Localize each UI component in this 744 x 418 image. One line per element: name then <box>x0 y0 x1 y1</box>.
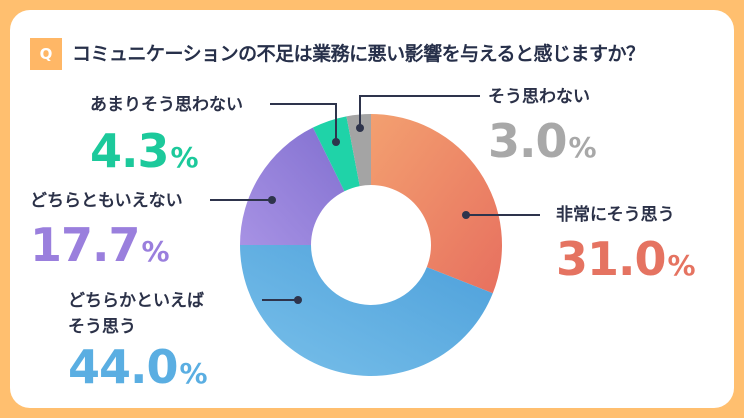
donut-slice-3 <box>312 116 360 192</box>
slice-label-1: どちらかといえば そう思う <box>68 291 204 337</box>
slice-label-0: 非常にそう思う <box>556 205 675 225</box>
slice-value-3: 4.3% <box>90 124 199 178</box>
slice-value-4: 3.0% <box>488 114 597 168</box>
page-title: コミュニケーションの不足は業務に悪い影響を与えると感じますか？ <box>72 43 645 65</box>
donut-slice-4 <box>346 114 371 187</box>
leader-dot-3 <box>332 138 340 146</box>
slice-value-1: 44.0% <box>68 340 208 394</box>
leader-dot-2 <box>268 196 276 204</box>
leader-dot-0 <box>462 211 470 219</box>
leader-line-4 <box>359 95 480 128</box>
donut-slice-2 <box>240 127 345 245</box>
leader-dot-4 <box>356 124 364 132</box>
slice-value-0: 31.0% <box>556 232 696 286</box>
slice-label-4: そう思わない <box>488 87 590 107</box>
question-badge: Q <box>30 38 62 70</box>
slice-value-2: 17.7% <box>30 218 170 272</box>
leader-dot-1 <box>294 296 302 304</box>
donut-slice-0 <box>371 114 502 294</box>
donut-slice-1 <box>240 245 493 376</box>
slice-label-2: どちらともいえない <box>30 191 183 211</box>
leader-line-3 <box>270 103 337 142</box>
slice-label-3: あまりそう思わない <box>90 95 243 115</box>
